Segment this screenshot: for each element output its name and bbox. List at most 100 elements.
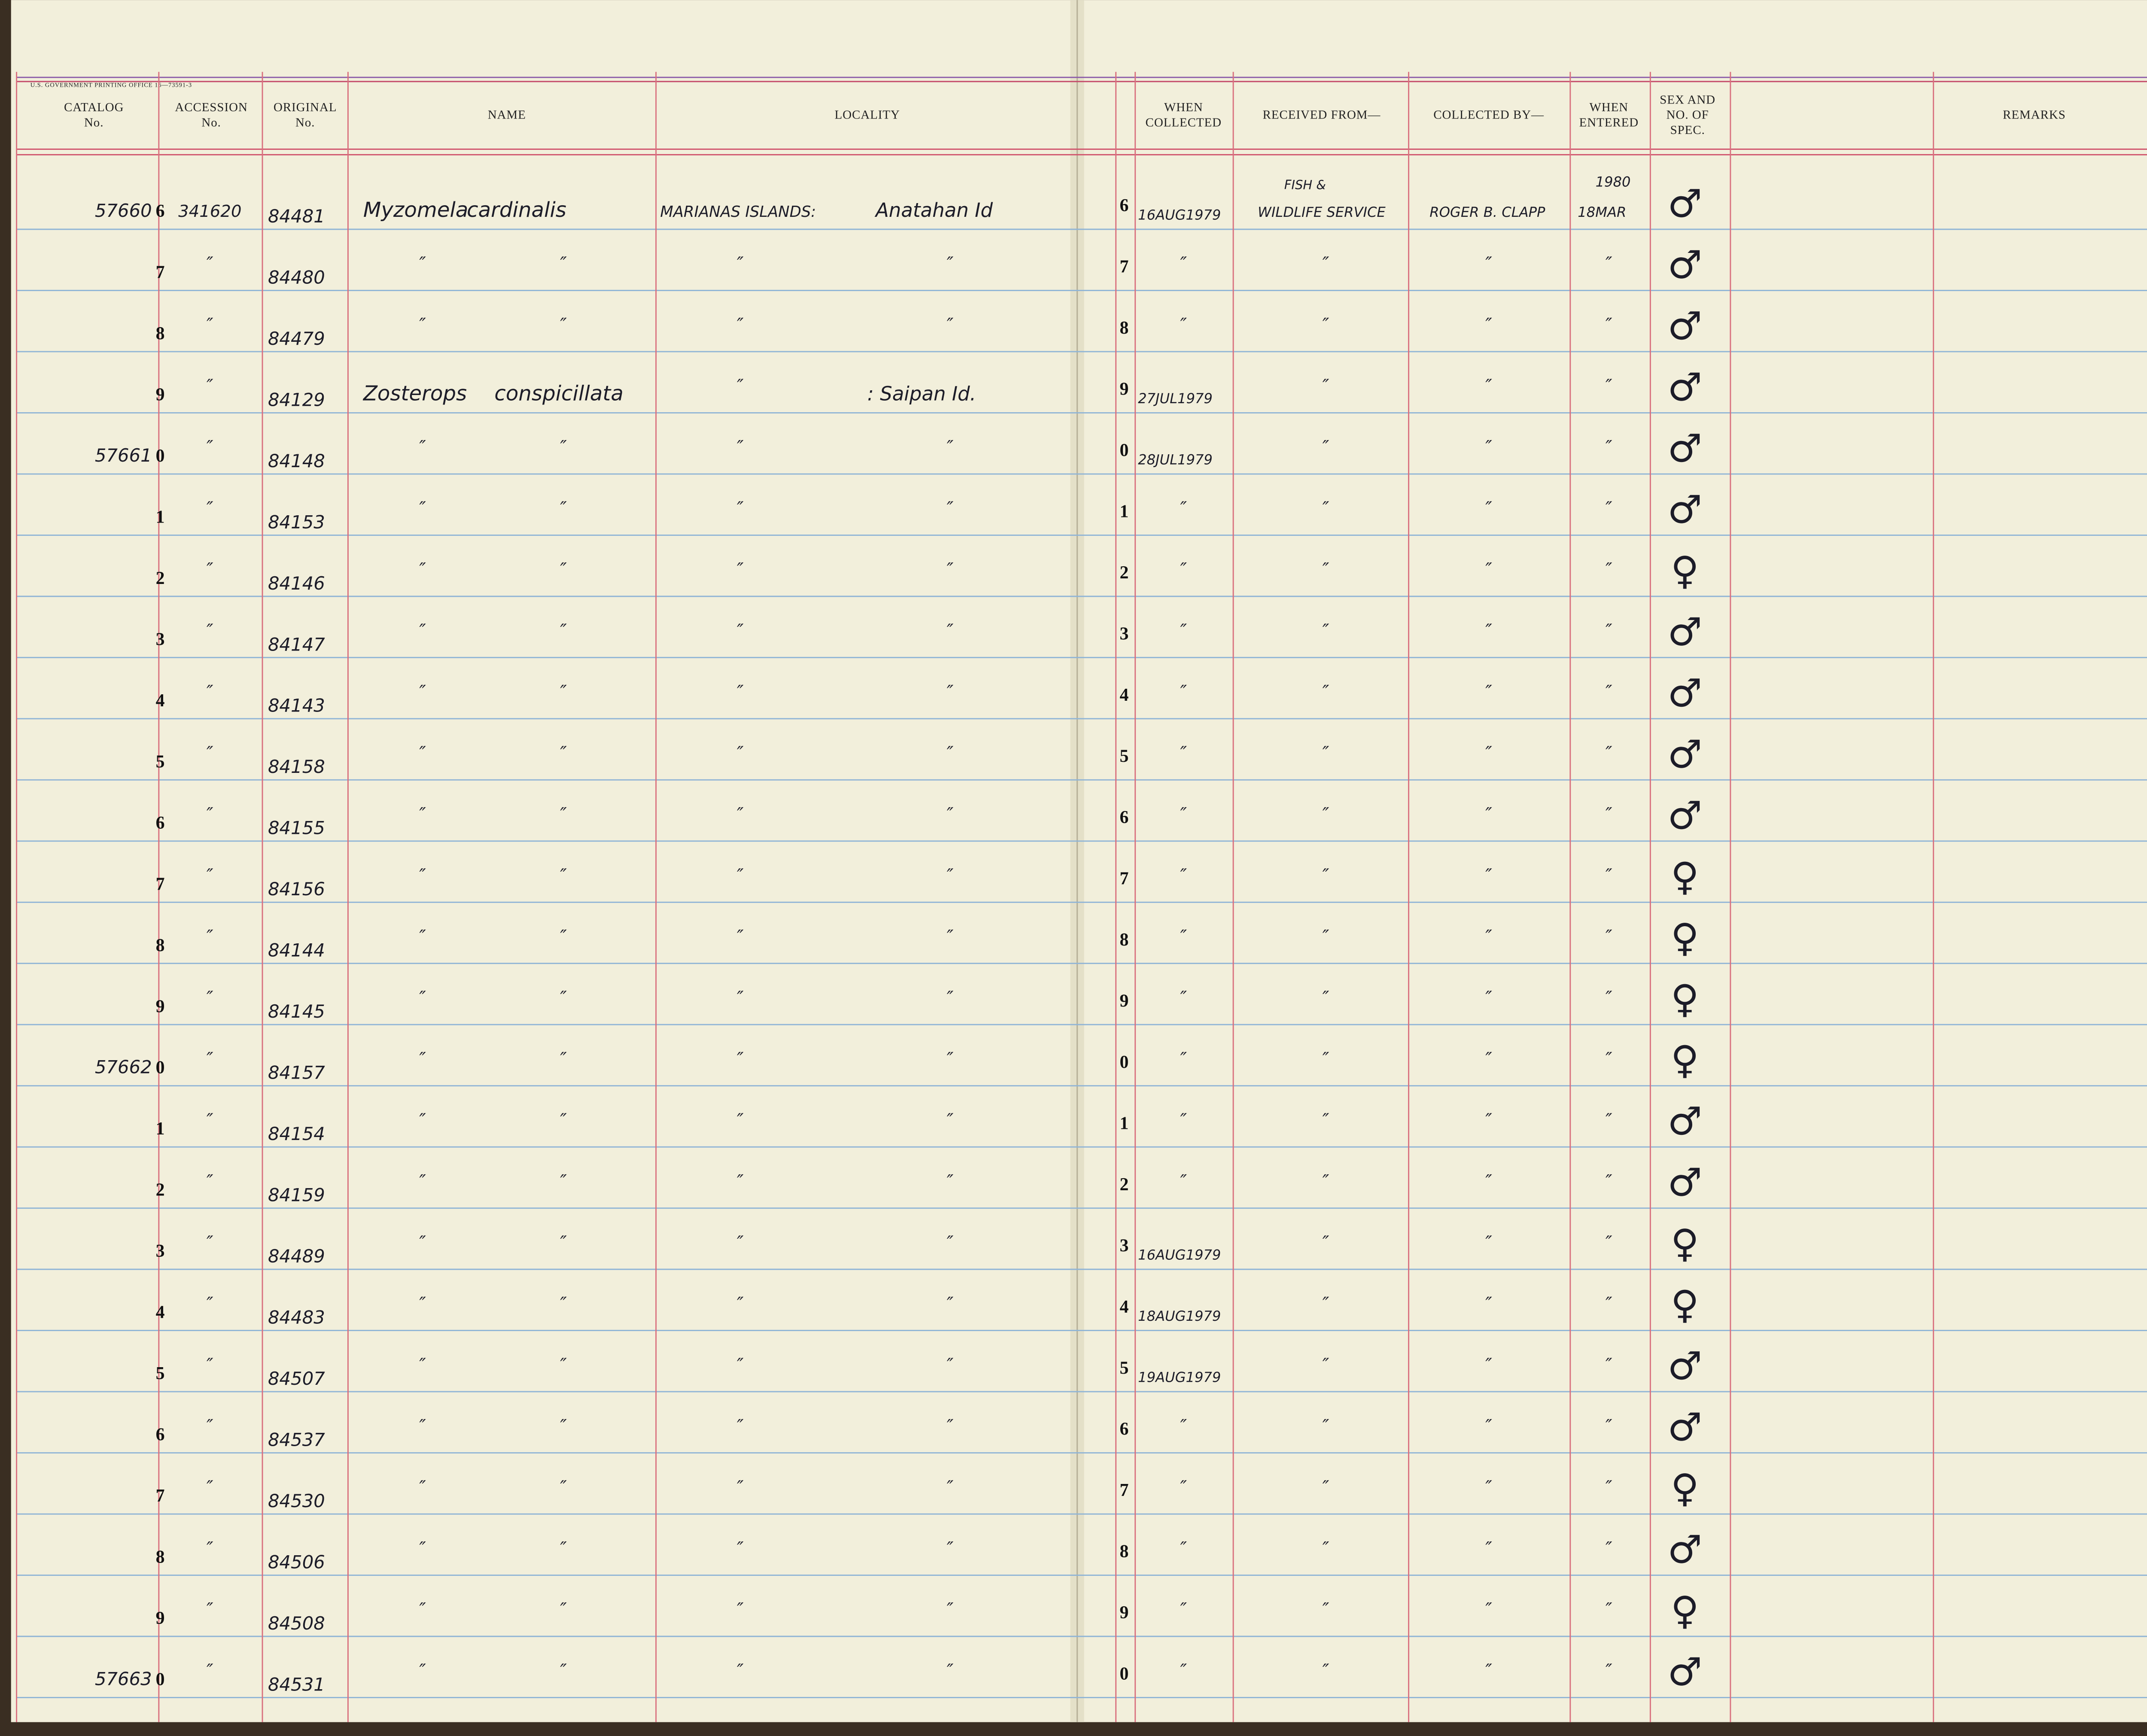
column-header: No. [201, 116, 221, 129]
original: 84143 [268, 695, 325, 716]
locality-b: ″ [947, 1477, 954, 1498]
locality-b: ″ [947, 1293, 954, 1314]
locality-a: ″ [737, 804, 744, 825]
received-from: ″ [1323, 1232, 1329, 1253]
digit2: 8 [1120, 318, 1129, 338]
accession: ″ [207, 1293, 213, 1314]
accession: ″ [207, 804, 213, 825]
digit2: 8 [1120, 1542, 1129, 1562]
accession: ″ [207, 1110, 213, 1131]
locality-a: ″ [737, 865, 744, 886]
when-entered: ″ [1606, 926, 1612, 947]
digit2: 1 [1120, 1113, 1129, 1133]
original: 84483 [268, 1307, 325, 1328]
column-header: LOCALITY [835, 108, 900, 122]
when-entered: ″ [1606, 1110, 1612, 1131]
collected-by: ″ [1485, 1354, 1492, 1375]
species: ″ [560, 1171, 567, 1192]
digit2: 6 [1120, 1420, 1129, 1439]
when-entered: 18MAR [1578, 204, 1626, 220]
accession: ″ [207, 1538, 213, 1559]
column-header: NO. OF [1667, 108, 1709, 122]
when-collected: ″ [1180, 1599, 1187, 1620]
when-collected: ″ [1180, 1048, 1187, 1069]
genus: ″ [419, 1110, 426, 1131]
when-collected: 28JUL1979 [1138, 451, 1213, 468]
genus: ″ [419, 926, 426, 947]
accession: ″ [207, 498, 213, 519]
received-from: ″ [1323, 804, 1329, 825]
genus: ″ [419, 1293, 426, 1314]
locality-a: ″ [737, 314, 744, 335]
locality-b: ″ [947, 1048, 954, 1069]
accession: ″ [207, 1171, 213, 1192]
collected-by: ″ [1485, 559, 1492, 580]
when-collected: ″ [1180, 253, 1187, 274]
genus: ″ [419, 498, 426, 519]
received-from-top: FISH & [1284, 178, 1326, 192]
accession: ″ [207, 1354, 213, 1375]
accession: ″ [207, 1232, 213, 1253]
locality-a: ″ [737, 681, 744, 702]
digit2: 7 [1120, 869, 1129, 888]
collected-by: ″ [1485, 1171, 1492, 1192]
locality-b: ″ [947, 1232, 954, 1253]
species: ″ [560, 1477, 567, 1498]
species: ″ [560, 865, 567, 886]
collected-by: ″ [1485, 1232, 1492, 1253]
when-entered: ″ [1606, 865, 1612, 886]
received-from: ″ [1323, 1415, 1329, 1436]
original: 84507 [268, 1368, 325, 1389]
genus: ″ [419, 1354, 426, 1375]
when-collected: ″ [1180, 865, 1187, 886]
column-header: COLLECTED [1146, 116, 1222, 129]
prefix: 57661 [95, 445, 152, 466]
collected-by: ″ [1485, 314, 1492, 335]
accession: ″ [207, 987, 213, 1008]
genus: Myzomela [363, 198, 468, 222]
digit2: 7 [1120, 1481, 1129, 1500]
received-from: ″ [1323, 559, 1329, 580]
species: ″ [560, 804, 567, 825]
collected-by: ROGER B. CLAPP [1429, 204, 1545, 220]
species: ″ [560, 314, 567, 335]
when-entered: ″ [1606, 1538, 1612, 1559]
digit2: 8 [1120, 930, 1129, 950]
original: 84479 [268, 328, 325, 349]
when-entered: ″ [1606, 1232, 1612, 1253]
genus: ″ [419, 314, 426, 335]
species: ″ [560, 681, 567, 702]
digit2: 9 [1120, 380, 1129, 399]
when-collected: 16AUG1979 [1138, 1247, 1221, 1263]
when-entered: ″ [1606, 1048, 1612, 1069]
accession: ″ [207, 1048, 213, 1069]
original: 84506 [268, 1551, 325, 1572]
digit: 9 [156, 1608, 165, 1628]
received-from: ″ [1323, 1599, 1329, 1620]
digit: 3 [156, 629, 165, 649]
digit2: 9 [1120, 1603, 1129, 1623]
locality-b: ″ [947, 1599, 954, 1620]
species: ″ [560, 1660, 567, 1681]
sex: ♀ [1671, 976, 1699, 1022]
locality-a: ″ [737, 559, 744, 580]
digit: 3 [156, 1241, 165, 1261]
sex: ♂ [1667, 1099, 1702, 1144]
original: 84158 [268, 756, 325, 777]
genus: ″ [419, 620, 426, 641]
locality-a: ″ [737, 1660, 744, 1681]
column-header: ACCESSION [175, 100, 247, 114]
received-from: ″ [1323, 1660, 1329, 1681]
locality-b: ″ [947, 559, 954, 580]
species: ″ [560, 1110, 567, 1131]
locality-a: ″ [737, 1477, 744, 1498]
digit2: 1 [1120, 502, 1129, 522]
sex: ♀ [1671, 1038, 1699, 1083]
digit: 5 [156, 752, 165, 772]
when-collected: ″ [1180, 498, 1187, 519]
when-entered: ″ [1606, 987, 1612, 1008]
received-from: ″ [1323, 742, 1329, 763]
digit: 4 [156, 1303, 165, 1323]
when-collected: ″ [1180, 742, 1187, 763]
